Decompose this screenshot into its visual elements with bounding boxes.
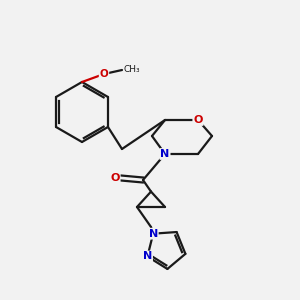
Text: N: N — [160, 149, 169, 159]
Text: N: N — [143, 251, 152, 262]
Text: N: N — [148, 229, 158, 239]
Text: CH₃: CH₃ — [124, 65, 141, 74]
Text: O: O — [110, 173, 120, 183]
Text: O: O — [100, 69, 108, 79]
Text: O: O — [193, 115, 203, 125]
